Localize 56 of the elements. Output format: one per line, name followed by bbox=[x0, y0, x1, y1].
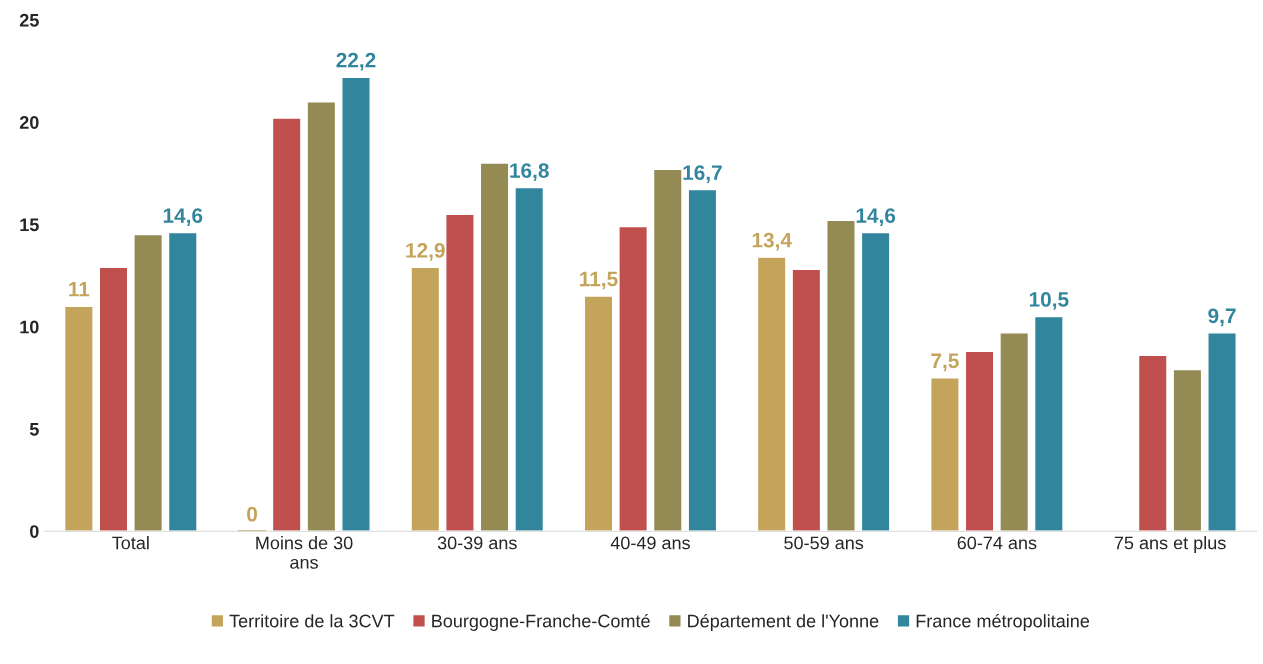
bar bbox=[1207, 332, 1237, 532]
data-label: 16,8 bbox=[510, 163, 549, 181]
data-label: 22,2 bbox=[336, 52, 376, 71]
data-label: 11,5 bbox=[580, 271, 618, 290]
bar bbox=[1033, 315, 1064, 532]
bar bbox=[410, 266, 441, 532]
data-label: 10,5 bbox=[1029, 292, 1069, 310]
y-tick-label: 20 bbox=[19, 116, 39, 129]
bar bbox=[514, 186, 545, 532]
legend-label: Territoire de la 3CVT bbox=[229, 614, 395, 628]
data-label: 13,4 bbox=[752, 232, 792, 251]
bar bbox=[167, 231, 198, 532]
bar bbox=[964, 350, 995, 532]
x-tick-label: 40-49 ans bbox=[610, 536, 690, 550]
data-label: 14,6 bbox=[163, 208, 203, 226]
data-label: 7,5 bbox=[931, 353, 959, 372]
bar bbox=[1172, 368, 1203, 532]
x-tick-label: 60-74 ans bbox=[957, 536, 1037, 550]
bar bbox=[1137, 354, 1168, 532]
bar bbox=[756, 256, 787, 532]
data-label: 14,6 bbox=[856, 208, 896, 226]
legend-label: Département de l'Yonne bbox=[688, 613, 879, 631]
bar bbox=[98, 266, 129, 532]
legend-label: France métropolitaine bbox=[916, 613, 1090, 631]
bar bbox=[652, 168, 683, 532]
bar bbox=[999, 332, 1030, 532]
bar bbox=[133, 233, 164, 532]
bar bbox=[341, 76, 371, 532]
bar bbox=[826, 219, 856, 532]
bar bbox=[479, 162, 510, 532]
x-tick-label: 30-39 ans bbox=[437, 536, 517, 550]
data-label: 11 bbox=[69, 282, 90, 297]
bar bbox=[618, 225, 649, 532]
y-tick-label: 15 bbox=[20, 218, 39, 232]
bar bbox=[445, 213, 475, 532]
bar bbox=[63, 305, 94, 532]
x-tick-label: 50-59 ans bbox=[784, 536, 864, 550]
bar bbox=[271, 117, 302, 532]
bar bbox=[860, 231, 891, 532]
legend-label: Bourgogne-Franche-Comté bbox=[432, 613, 650, 631]
x-tick-label: Moins de 30 ans bbox=[256, 536, 353, 569]
bar bbox=[306, 101, 337, 532]
y-tick-label: 25 bbox=[19, 13, 39, 27]
x-tick-label: Total bbox=[112, 536, 149, 550]
bar bbox=[930, 377, 960, 532]
x-tick-label: 75 ans et plus bbox=[1114, 536, 1226, 553]
data-label: 0 bbox=[247, 506, 257, 522]
bar bbox=[583, 295, 614, 532]
data-label: 12,9 bbox=[406, 242, 445, 261]
bar bbox=[687, 188, 718, 532]
bar bbox=[791, 268, 822, 532]
y-tick-label: 5 bbox=[29, 423, 39, 436]
data-label: 16,7 bbox=[683, 165, 722, 184]
y-tick-label: 0 bbox=[30, 525, 39, 538]
data-label: 9,7 bbox=[1208, 308, 1236, 327]
y-tick-label: 10 bbox=[20, 320, 39, 334]
